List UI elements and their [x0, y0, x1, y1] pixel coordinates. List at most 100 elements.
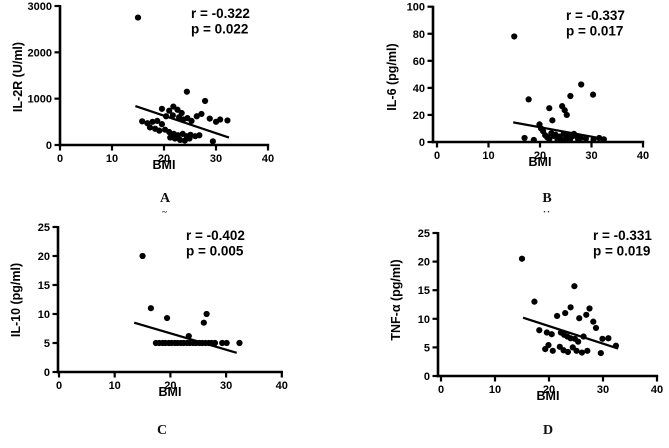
x-tick-label: 40 [276, 380, 288, 392]
data-point [201, 97, 209, 105]
y-axis-title: IL-2R (U/ml) [11, 42, 25, 112]
x-tick-label: 20 [543, 384, 555, 396]
data-point [158, 121, 166, 128]
x-tick-label: 40 [262, 153, 274, 165]
y-tick-label: 10 [38, 309, 50, 321]
data-point [147, 305, 155, 312]
data-point [546, 136, 553, 143]
y-tick-label: 15 [38, 280, 50, 292]
data-point [567, 92, 574, 100]
p-value-text: p = 0.022 [191, 22, 248, 37]
panel-label-d: D [542, 423, 554, 438]
y-tick-label: 1000 [28, 94, 52, 106]
x-tick-label: 0 [434, 150, 440, 162]
data-point [578, 81, 585, 88]
data-point [589, 91, 597, 98]
p-value-text: p = 0.017 [566, 24, 623, 39]
y-tick-label: 20 [418, 257, 430, 269]
data-point [583, 311, 590, 318]
data-point [554, 312, 561, 320]
data-point [531, 298, 538, 305]
data-point [203, 310, 210, 318]
panel-label-a: A [159, 191, 171, 206]
panel-label-b: B [542, 191, 552, 206]
data-point [158, 105, 166, 112]
data-point [174, 106, 181, 113]
data-point [582, 135, 589, 142]
data-point [209, 138, 216, 145]
data-point [563, 111, 570, 119]
data-point [188, 117, 195, 125]
p-value-text: p = 0.005 [186, 244, 244, 259]
data-point [577, 134, 584, 142]
data-point [166, 128, 173, 136]
y-tick-label: 20 [413, 110, 425, 122]
correlation-r-text: r = -0.402 [186, 228, 245, 243]
data-point [592, 324, 600, 332]
data-point [219, 339, 226, 347]
x-axis-title: BMI [159, 385, 182, 399]
data-point [211, 339, 219, 347]
panel-label-c: C [156, 423, 168, 438]
data-point [599, 335, 606, 342]
data-point [543, 329, 550, 336]
regression-line [513, 121, 606, 141]
data-point [586, 305, 593, 312]
data-point [549, 117, 556, 124]
data-point [530, 136, 537, 144]
y-tick-label: 80 [413, 29, 425, 41]
data-point [185, 332, 192, 340]
y-tick-label: 15 [418, 285, 430, 297]
x-tick-label: 10 [489, 384, 501, 396]
y-tick-label: 20 [38, 251, 50, 263]
data-point [578, 349, 586, 356]
data-point [186, 135, 193, 142]
data-point [196, 132, 203, 139]
data-point [236, 339, 243, 347]
y-axis-title: IL-10 (pg/ml) [9, 263, 23, 337]
correlation-r-text: r = -0.322 [191, 6, 250, 21]
data-point [564, 348, 572, 356]
data-point [605, 335, 612, 342]
x-tick-label: 0 [56, 380, 62, 392]
data-point [224, 117, 231, 124]
data-point [580, 333, 587, 340]
correlation-r-text: r = -0.331 [593, 228, 652, 243]
x-tick-label: 30 [220, 380, 232, 392]
data-point [193, 113, 200, 120]
y-tick-label: 25 [418, 228, 430, 240]
data-point [162, 113, 170, 120]
x-tick-label: 10 [482, 150, 494, 162]
data-point [154, 117, 161, 125]
data-point [576, 315, 583, 322]
data-point [169, 112, 176, 119]
x-tick-label: 20 [158, 153, 170, 165]
x-axis-title: BMI [529, 155, 552, 169]
data-point [183, 88, 190, 95]
data-point [521, 134, 528, 142]
y-tick-label: 0 [424, 371, 430, 383]
data-point [156, 127, 163, 134]
data-point [590, 318, 597, 325]
x-tick-label: 20 [534, 150, 546, 162]
y-tick-label: 60 [413, 56, 425, 68]
y-tick-label: 10 [418, 314, 430, 326]
data-point [146, 124, 154, 131]
y-tick-label: 25 [38, 222, 50, 234]
data-point [139, 118, 146, 125]
y-tick-label: 3000 [28, 1, 52, 13]
x-tick-label: 40 [637, 150, 649, 162]
data-point [561, 107, 568, 114]
data-point [600, 136, 607, 143]
data-point [167, 134, 174, 141]
data-point [590, 136, 597, 143]
data-point [546, 105, 553, 112]
data-point [149, 118, 156, 125]
data-point [575, 338, 582, 345]
x-tick-label: 40 [651, 384, 663, 396]
p-value-text: p = 0.019 [593, 244, 650, 259]
